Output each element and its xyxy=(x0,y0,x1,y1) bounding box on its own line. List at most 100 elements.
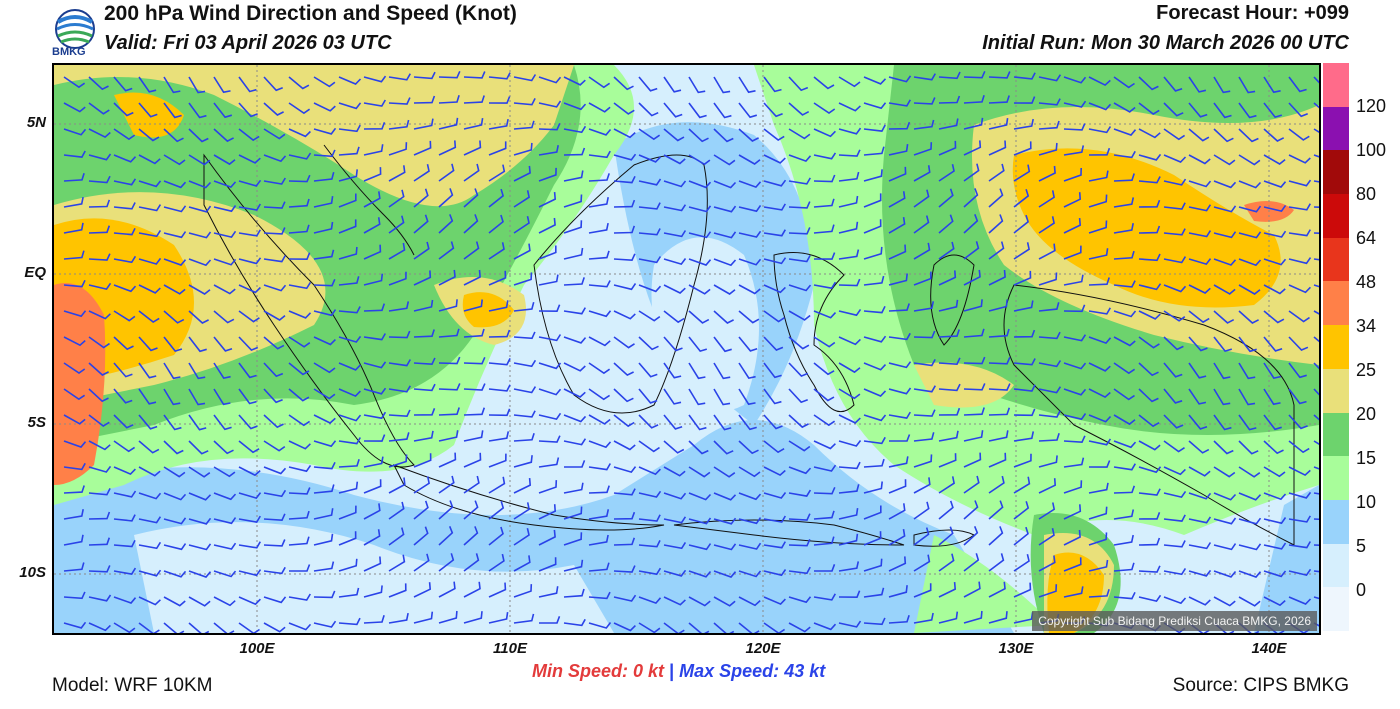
lon-label-130e: 130E xyxy=(998,640,1034,657)
wind-barb xyxy=(1263,570,1287,578)
wind-barb xyxy=(288,593,311,601)
wind-barb xyxy=(938,118,959,130)
wind-barb xyxy=(1138,310,1161,320)
wind-barb xyxy=(1263,76,1281,94)
wind-barb xyxy=(1288,257,1312,265)
wind-barb xyxy=(613,414,635,428)
wind-barb xyxy=(1188,569,1212,577)
wind-barb xyxy=(1213,310,1235,324)
wind-barb xyxy=(538,616,561,624)
wind-barb xyxy=(638,514,661,522)
wind-barb xyxy=(363,503,381,520)
wind-barb xyxy=(1063,529,1081,546)
wind-barb xyxy=(138,414,158,430)
lon-label-140e: 140E xyxy=(1251,640,1287,657)
wind-barb xyxy=(1263,128,1285,142)
wind-barb xyxy=(213,258,237,266)
wind-barb xyxy=(588,362,611,375)
wind-barb xyxy=(988,500,1004,520)
wind-barb xyxy=(938,95,961,104)
wind-barb xyxy=(388,432,410,442)
wind-barb xyxy=(463,475,480,494)
wind-barb xyxy=(813,564,836,572)
wind-barb xyxy=(813,310,837,319)
wind-barb xyxy=(1188,102,1208,118)
wind-barb xyxy=(1238,362,1256,380)
wind-barb xyxy=(1063,334,1087,342)
wind-barb xyxy=(1188,204,1212,212)
wind-barb xyxy=(1188,388,1207,405)
wind-barb xyxy=(463,241,480,260)
wind-barb xyxy=(1063,457,1085,468)
wind-barb xyxy=(388,454,408,468)
wind-map[interactable]: Copyright Sub Bidang Prediksi Cuaca BMKG… xyxy=(52,63,1321,635)
wind-barb xyxy=(163,102,182,119)
wind-barb xyxy=(438,95,460,104)
wind-barb xyxy=(138,154,161,165)
wind-barb xyxy=(538,586,559,598)
wind-barb xyxy=(238,515,261,523)
wind-barb xyxy=(288,388,310,402)
wind-barb xyxy=(1163,362,1183,378)
wind-barb xyxy=(963,117,984,130)
wind-barb xyxy=(1263,542,1287,550)
wind-barb xyxy=(63,414,86,425)
cbar-label-0: 0 xyxy=(1356,580,1367,600)
wind-barb xyxy=(1038,410,1061,418)
wind-barb xyxy=(288,281,312,290)
wind-barb xyxy=(1188,310,1210,324)
wind-barb xyxy=(588,485,610,494)
wind-barb xyxy=(963,452,982,468)
wind-barb xyxy=(913,554,931,572)
wind-barb xyxy=(1288,128,1310,141)
wind-barb xyxy=(738,414,757,431)
wind-barb xyxy=(1163,256,1187,264)
wind-barb xyxy=(338,276,360,286)
wind-barb xyxy=(88,594,112,602)
wind-barb xyxy=(188,336,207,353)
wind-barb xyxy=(663,336,683,352)
wind-barb xyxy=(889,434,911,442)
wind-barb xyxy=(388,583,407,598)
wind-barb xyxy=(1013,476,1031,494)
wind-barb xyxy=(588,388,611,401)
wind-barb xyxy=(888,273,908,286)
wind-barb xyxy=(463,553,480,572)
wind-barb xyxy=(263,466,287,475)
wind-barb xyxy=(313,171,335,182)
wind-barb xyxy=(88,253,111,261)
wind-barb xyxy=(313,336,336,346)
wind-barb xyxy=(363,615,385,624)
wind-barb xyxy=(1163,414,1184,429)
wind-barb xyxy=(463,140,482,156)
wind-barb xyxy=(163,336,183,353)
wind-barb xyxy=(1063,413,1087,421)
wind-barb xyxy=(888,191,906,208)
wind-barb xyxy=(863,436,886,445)
wind-barb xyxy=(138,440,160,454)
color-bar-segment xyxy=(1323,587,1349,632)
borneo-coast xyxy=(533,154,708,414)
wind-barb xyxy=(863,124,886,132)
wind-barb xyxy=(1013,242,1030,260)
wind-barb xyxy=(1138,176,1161,184)
wind-barb xyxy=(588,534,609,546)
wind-barb xyxy=(1263,336,1283,352)
wind-barb xyxy=(1113,280,1136,288)
wind-barb xyxy=(663,258,687,266)
color-bar-segment xyxy=(1323,237,1349,282)
wind-barb xyxy=(688,336,708,353)
wind-barb xyxy=(88,336,110,349)
wind-barb xyxy=(538,304,561,313)
wind-barb xyxy=(263,227,286,235)
wind-barb xyxy=(663,284,686,294)
wind-barb xyxy=(1088,220,1108,234)
wind-barb xyxy=(438,163,455,182)
wind-barb xyxy=(738,440,759,455)
wind-barb xyxy=(688,231,712,239)
wind-barb xyxy=(1163,466,1186,476)
wind-barb xyxy=(838,171,860,182)
wind-barb xyxy=(1288,310,1310,323)
wind-barb xyxy=(613,253,636,262)
wind-barb xyxy=(213,570,237,578)
